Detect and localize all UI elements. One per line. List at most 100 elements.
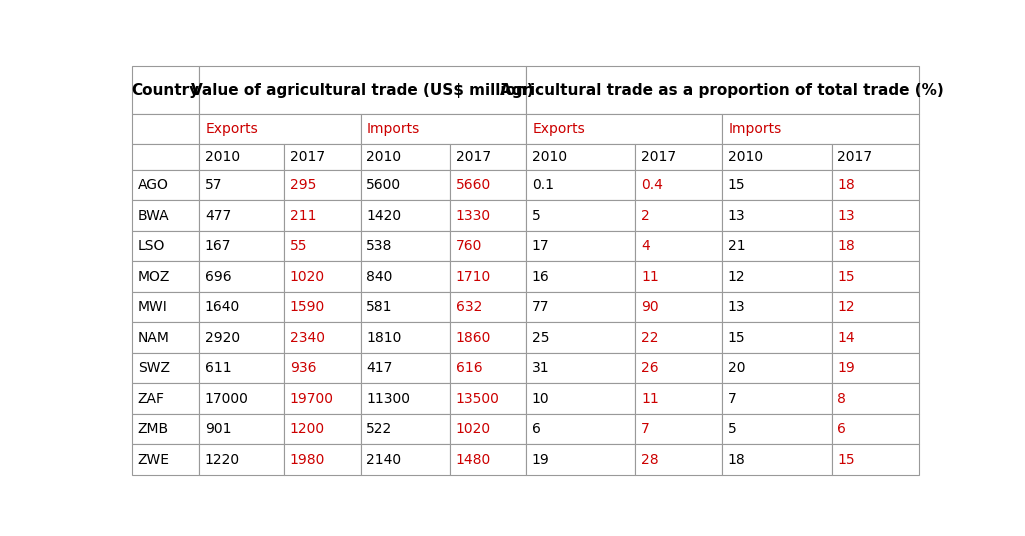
Text: Value of agricultural trade (US$ million): Value of agricultural trade (US$ million… (192, 83, 534, 98)
Text: 13: 13 (728, 209, 745, 223)
Text: 15: 15 (837, 453, 855, 467)
Bar (526, 444, 636, 475)
Bar (284, 444, 361, 475)
Text: 17: 17 (532, 239, 549, 253)
Bar (526, 114, 723, 144)
Bar (132, 414, 199, 444)
Bar (636, 383, 723, 414)
Bar (526, 200, 636, 231)
Text: 417: 417 (366, 361, 393, 375)
Text: 2: 2 (641, 209, 650, 223)
Text: 21: 21 (728, 239, 745, 253)
Text: BWA: BWA (137, 209, 169, 223)
Bar (526, 144, 636, 170)
Text: 696: 696 (205, 270, 232, 284)
Text: 2010: 2010 (366, 150, 401, 164)
Bar (361, 353, 450, 383)
Text: 611: 611 (205, 361, 232, 375)
Text: Imports: Imports (729, 122, 782, 136)
Bar (526, 323, 636, 353)
Text: AGO: AGO (137, 178, 168, 192)
Text: 901: 901 (205, 422, 232, 436)
Text: MWI: MWI (137, 300, 167, 314)
Bar (284, 144, 361, 170)
Text: 90: 90 (641, 300, 659, 314)
Text: 1200: 1200 (290, 422, 325, 436)
Bar (361, 170, 450, 200)
Text: 616: 616 (456, 361, 482, 375)
Text: 2010: 2010 (205, 150, 240, 164)
Bar (132, 353, 199, 383)
Text: 12: 12 (837, 300, 855, 314)
Bar (284, 414, 361, 444)
Bar (636, 444, 723, 475)
Text: 477: 477 (205, 209, 231, 223)
Bar (450, 200, 526, 231)
Text: LSO: LSO (137, 239, 165, 253)
Bar (526, 262, 636, 292)
Bar (199, 231, 284, 262)
Bar (831, 414, 918, 444)
Text: 7: 7 (641, 422, 650, 436)
Bar (284, 323, 361, 353)
Text: 295: 295 (290, 178, 317, 192)
Bar (636, 323, 723, 353)
Text: 22: 22 (641, 331, 658, 345)
Bar (723, 414, 831, 444)
Text: 13: 13 (837, 209, 855, 223)
Bar (361, 292, 450, 323)
Bar (831, 144, 918, 170)
Bar (831, 231, 918, 262)
Bar (723, 170, 831, 200)
Text: 1020: 1020 (456, 422, 491, 436)
Bar (132, 262, 199, 292)
Text: 15: 15 (728, 178, 745, 192)
Bar (450, 323, 526, 353)
Bar (284, 353, 361, 383)
Text: 13500: 13500 (456, 392, 499, 406)
Bar (723, 262, 831, 292)
Text: 5660: 5660 (456, 178, 491, 192)
Bar (831, 200, 918, 231)
Bar (132, 292, 199, 323)
Bar (284, 200, 361, 231)
Text: 15: 15 (837, 270, 855, 284)
Bar (526, 414, 636, 444)
Bar (284, 231, 361, 262)
Bar (450, 231, 526, 262)
Bar (450, 262, 526, 292)
Text: NAM: NAM (137, 331, 169, 345)
Bar (199, 144, 284, 170)
Bar (132, 231, 199, 262)
Text: 18: 18 (837, 178, 855, 192)
Bar (199, 262, 284, 292)
Bar (831, 170, 918, 200)
Text: 1220: 1220 (205, 453, 240, 467)
Bar (361, 200, 450, 231)
Text: 538: 538 (366, 239, 393, 253)
Bar (361, 144, 450, 170)
Text: 11: 11 (641, 270, 659, 284)
Text: ZMB: ZMB (137, 422, 169, 436)
Text: 167: 167 (205, 239, 232, 253)
Text: 55: 55 (290, 239, 308, 253)
Text: 1860: 1860 (456, 331, 491, 345)
Bar (636, 144, 723, 170)
Bar (723, 353, 831, 383)
Text: 77: 77 (532, 300, 549, 314)
Text: 26: 26 (641, 361, 659, 375)
Bar (723, 383, 831, 414)
Text: 936: 936 (290, 361, 317, 375)
Text: ZWE: ZWE (137, 453, 170, 467)
Bar (284, 170, 361, 200)
Bar (450, 383, 526, 414)
Bar (723, 200, 831, 231)
Text: 15: 15 (728, 331, 745, 345)
Text: Agricultural trade as a proportion of total trade (%): Agricultural trade as a proportion of to… (500, 83, 944, 98)
Text: 2017: 2017 (837, 150, 872, 164)
Text: 57: 57 (205, 178, 222, 192)
Text: 1810: 1810 (366, 331, 402, 345)
Text: 13: 13 (728, 300, 745, 314)
Text: 2017: 2017 (290, 150, 325, 164)
Text: 12: 12 (728, 270, 745, 284)
